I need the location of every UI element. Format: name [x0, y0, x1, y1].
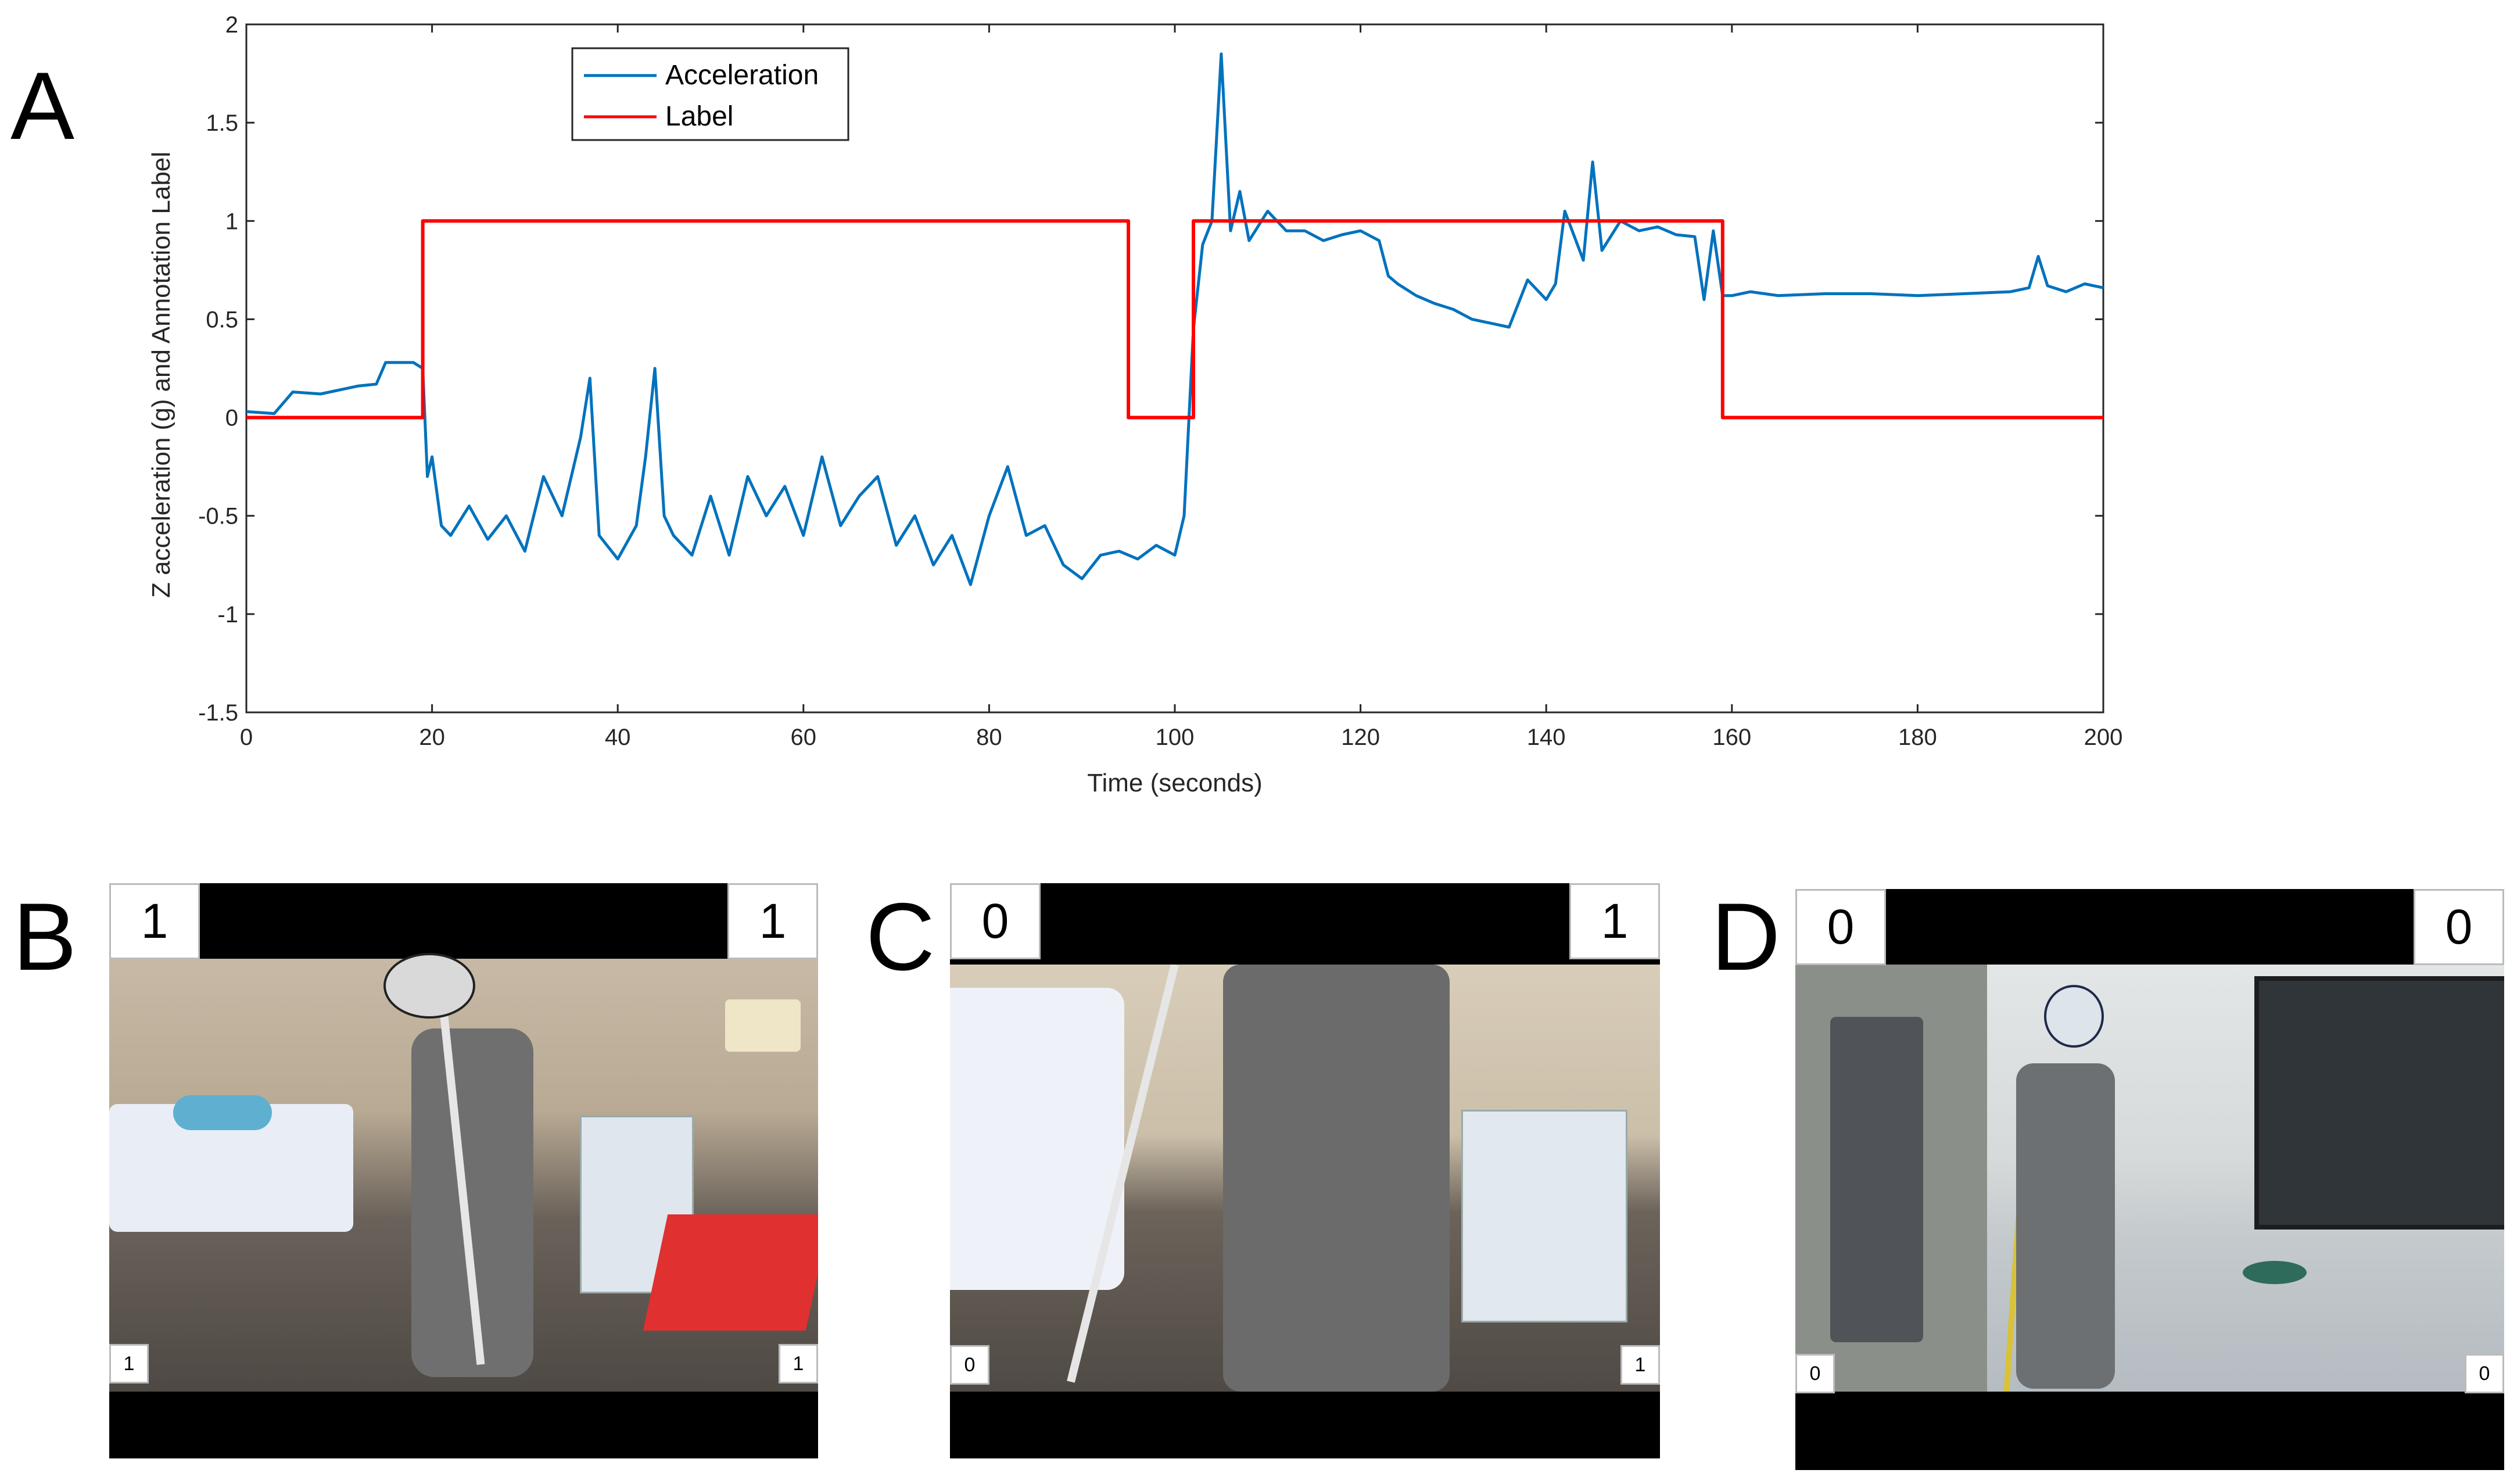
y-tick-label: 1	[225, 209, 238, 234]
mini-fridge	[1461, 1110, 1627, 1322]
x-tick-label: 80	[976, 725, 1002, 750]
label-box-c-bottom-right: 1	[1620, 1345, 1660, 1385]
face-blur-d	[2044, 985, 2104, 1048]
label-box-c-top-right: 1	[1569, 883, 1660, 959]
video-frame-c: 0 1 0 1	[950, 883, 1660, 1458]
label-box-d-bottom-right: 0	[2465, 1354, 2504, 1393]
panel-letter-a: A	[10, 52, 75, 159]
legend-box	[571, 47, 849, 141]
series-line-acceleration	[246, 52, 2104, 586]
x-tick-label: 20	[419, 725, 445, 750]
person	[1223, 965, 1450, 1392]
y-tick-label: 2	[225, 12, 238, 38]
video-frame-d: 0 0 0 0	[1795, 889, 2504, 1470]
x-tick-label: 60	[791, 725, 817, 750]
lamp-shade	[725, 999, 801, 1052]
x-tick-label: 160	[1712, 725, 1751, 750]
panel-letter-b: B	[13, 883, 77, 990]
panel-letter-d: D	[1711, 883, 1781, 990]
person	[2016, 1063, 2115, 1389]
acceleration-chart: 0 20 40 60 80 100 120 140 160 180 200 -1.5 -1 -0.5 0 0.…	[147, 12, 2123, 797]
scene-c	[950, 965, 1660, 1392]
video-frame-b: 1 1 1 1	[109, 883, 818, 1458]
x-tick-label: 40	[605, 725, 631, 750]
y-tick-label: 0.5	[206, 307, 238, 332]
legend: Acceleration Label	[571, 47, 849, 141]
panel-letter-c: C	[866, 883, 935, 990]
tray	[643, 1214, 818, 1331]
scene-b	[109, 959, 818, 1392]
scene-d	[1795, 965, 2504, 1392]
equipment-stand	[1830, 1017, 1923, 1342]
label-box-d-top-right: 0	[2414, 889, 2504, 965]
label-box-c-bottom-left: 0	[950, 1345, 989, 1385]
face-blur-b	[383, 953, 475, 1019]
label-box-d-top-left: 0	[1795, 889, 1886, 965]
y-tick-label: -0.5	[198, 504, 238, 529]
plot-area	[245, 23, 2104, 714]
x-tick-label: 140	[1527, 725, 1566, 750]
y-tick-label: -1	[217, 602, 238, 628]
stool	[2243, 1261, 2307, 1284]
label-box-d-bottom-left: 0	[1795, 1354, 1835, 1393]
y-tick-label: 1.5	[206, 110, 238, 136]
y-tick-label: -1.5	[198, 700, 238, 726]
y-axis-label: Z acceleration (g) and Annotation Label	[147, 152, 175, 598]
window	[2254, 976, 2504, 1230]
x-tick-label: 200	[2084, 725, 2123, 750]
label-box-b-top-left: 1	[109, 883, 200, 959]
label-box-c-top-left: 0	[950, 883, 1041, 959]
x-tick-label: 100	[1156, 725, 1195, 750]
pillow	[173, 1095, 272, 1130]
x-axis-label: Time (seconds)	[1087, 769, 1263, 797]
label-box-b-bottom-left: 1	[109, 1344, 149, 1383]
x-tick-label: 0	[240, 725, 253, 750]
label-box-b-bottom-right: 1	[779, 1344, 818, 1383]
bed	[950, 988, 1124, 1290]
series-line-label	[246, 219, 2103, 420]
label-box-b-top-right: 1	[727, 883, 818, 959]
legend-label-acceleration: Acceleration	[665, 60, 819, 91]
x-tick-label: 120	[1341, 725, 1380, 750]
x-tick-label: 180	[1898, 725, 1937, 750]
y-tick-label: 0	[225, 406, 238, 431]
legend-label-label: Label	[665, 101, 733, 132]
